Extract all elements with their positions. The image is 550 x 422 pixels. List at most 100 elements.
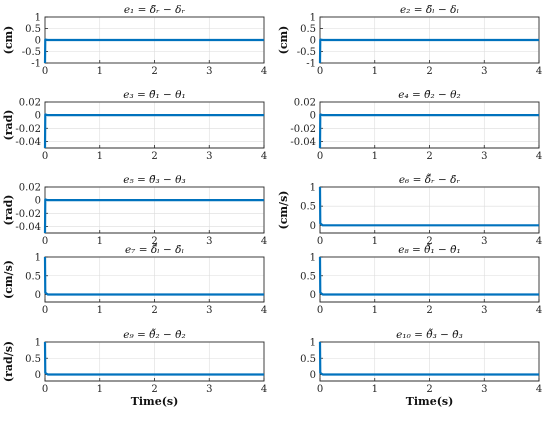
x-tick-label: 2 [426, 151, 432, 162]
panel-9: 0 1 2 3 4 0 0.5 1 e₉ = θ̇̃₂ − θ̇₂ (rad/s) Time(s) [2, 327, 267, 408]
x-tick-label: 0 [42, 66, 48, 77]
y-tick-label: 1 [35, 13, 41, 24]
x-tick-label: 2 [426, 236, 432, 247]
y-tick-label: -0.04 [15, 222, 41, 233]
x-tick-label: 2 [151, 305, 157, 316]
y-tick-label: 0 [35, 196, 41, 207]
y-tick-label: -0.02 [15, 209, 41, 220]
x-tick-label: 2 [426, 384, 432, 395]
x-tick-label: 1 [372, 236, 378, 247]
y-tick-label: 0 [310, 221, 316, 232]
y-tick-label: 0.02 [294, 98, 316, 109]
series-line [318, 113, 539, 149]
panel-title: e₉ = θ̇̃₂ − θ̇₂ [123, 327, 185, 341]
x-axis-label: Time(s) [406, 395, 454, 408]
x-tick-label: 4 [261, 151, 267, 162]
y-tick-label: 0.5 [25, 354, 41, 365]
y-tick-label: -1 [306, 59, 316, 70]
x-tick-label: 2 [151, 66, 157, 77]
x-tick-label: 3 [481, 66, 487, 77]
y-tick-label: -1 [31, 59, 41, 70]
y-tick-label: 1 [310, 183, 316, 194]
panel-3: 0 1 2 3 4 -0.04 -0.02 0 0.02 e₃ = θ̃₁ − θ₁ (rad) [2, 89, 267, 162]
series-line [43, 341, 264, 376]
x-tick-label: 3 [481, 384, 487, 395]
series-line [318, 186, 539, 227]
x-tick-label: 0 [317, 384, 323, 395]
y-tick-label: 0 [310, 290, 316, 301]
y-tick-label: 0.5 [300, 271, 316, 282]
y-tick-label: 1 [310, 338, 316, 349]
panel-title: e₂ = δ̃ₗ − δₗ [400, 4, 459, 16]
x-tick-label: 4 [536, 151, 542, 162]
panel-title: e₅ = θ̃₃ − θ₃ [123, 174, 185, 186]
x-tick-label: 4 [261, 384, 267, 395]
panel-6: 0 1 2 3 4 0 0.5 1 e₆ = δ̇̃ᵣ − δ̇ᵣ (cm/s) [277, 172, 542, 247]
x-tick-label: 2 [426, 66, 432, 77]
y-axis-label: (cm/s) [277, 191, 290, 230]
x-tick-label: 1 [97, 66, 103, 77]
panel-8: 0 1 2 3 4 0 0.5 1 e₈ = θ̇̃₁ − θ̇₁ [300, 242, 542, 316]
panel-title: e₈ = θ̇̃₁ − θ̇₁ [398, 242, 460, 256]
panel-7: 0 1 2 3 4 0 0.5 1 e₇ = δ̇̃ₗ − δ̇ₗ (cm/s) [2, 242, 267, 316]
y-tick-label: 0 [310, 111, 316, 122]
y-tick-label: 0.02 [19, 183, 41, 194]
x-tick-label: 2 [426, 305, 432, 316]
panel-10: 0 1 2 3 4 0 0.5 1 e₁₀ = θ̇̃₃ − θ̇₃ Time(s) [300, 327, 542, 408]
x-tick-label: 2 [151, 151, 157, 162]
series-line [43, 198, 264, 234]
panel-title: e₃ = θ̃₁ − θ₁ [123, 89, 185, 101]
series-line [43, 113, 264, 149]
panel-5: 0 1 2 3 4 -0.04 -0.02 0 0.02 e₅ = θ̃₃ − θ₃ (rad) [2, 174, 267, 247]
x-tick-label: 0 [317, 236, 323, 247]
y-tick-label: 0.5 [300, 202, 316, 213]
x-tick-label: 4 [261, 236, 267, 247]
y-tick-label: -0.04 [15, 137, 41, 148]
panel-4: 0 1 2 3 4 -0.04 -0.02 0 0.02 e₄ = θ̃₂ − θ₂ [290, 89, 542, 162]
y-tick-label: 1 [310, 253, 316, 264]
x-tick-label: 2 [151, 384, 157, 395]
x-tick-label: 1 [372, 66, 378, 77]
y-tick-label: 0.5 [25, 271, 41, 282]
y-tick-label: 1 [310, 13, 316, 24]
x-tick-label: 4 [536, 384, 542, 395]
x-tick-label: 0 [42, 384, 48, 395]
panel-title: e₆ = δ̇̃ᵣ − δ̇ᵣ [399, 172, 461, 186]
x-tick-label: 3 [206, 66, 212, 77]
y-tick-label: -0.5 [22, 47, 41, 58]
x-tick-label: 0 [42, 305, 48, 316]
y-tick-label: 0 [35, 290, 41, 301]
x-tick-label: 0 [42, 151, 48, 162]
panel-title: e₇ = δ̇̃ₗ − δ̇ₗ [125, 242, 184, 256]
x-tick-label: 0 [42, 236, 48, 247]
panel-title: e₁₀ = θ̇̃₃ − θ̇₃ [396, 327, 463, 341]
x-tick-label: 1 [372, 305, 378, 316]
y-tick-label: 1 [35, 253, 41, 264]
series-line [318, 38, 539, 64]
y-tick-label: -0.02 [15, 124, 41, 135]
y-tick-label: 0 [35, 111, 41, 122]
x-tick-label: 3 [481, 151, 487, 162]
y-axis-label: (cm/s) [2, 260, 15, 299]
series-line [43, 38, 264, 64]
y-axis-label: (rad/s) [2, 341, 15, 382]
x-tick-label: 4 [536, 236, 542, 247]
y-axis-label: (cm) [2, 26, 15, 55]
y-tick-label: 0 [35, 36, 41, 47]
y-tick-label: 0.02 [19, 98, 41, 109]
x-tick-label: 4 [536, 305, 542, 316]
x-tick-label: 1 [97, 236, 103, 247]
panel-title: e₁ = δ̃ᵣ − δᵣ [124, 4, 186, 16]
x-tick-label: 3 [481, 305, 487, 316]
x-tick-label: 3 [206, 384, 212, 395]
x-tick-label: 1 [372, 384, 378, 395]
y-tick-label: -0.04 [290, 137, 316, 148]
y-tick-label: 0 [310, 370, 316, 381]
x-tick-label: 3 [206, 151, 212, 162]
x-tick-label: 0 [317, 151, 323, 162]
x-tick-label: 1 [97, 305, 103, 316]
x-tick-label: 1 [372, 151, 378, 162]
